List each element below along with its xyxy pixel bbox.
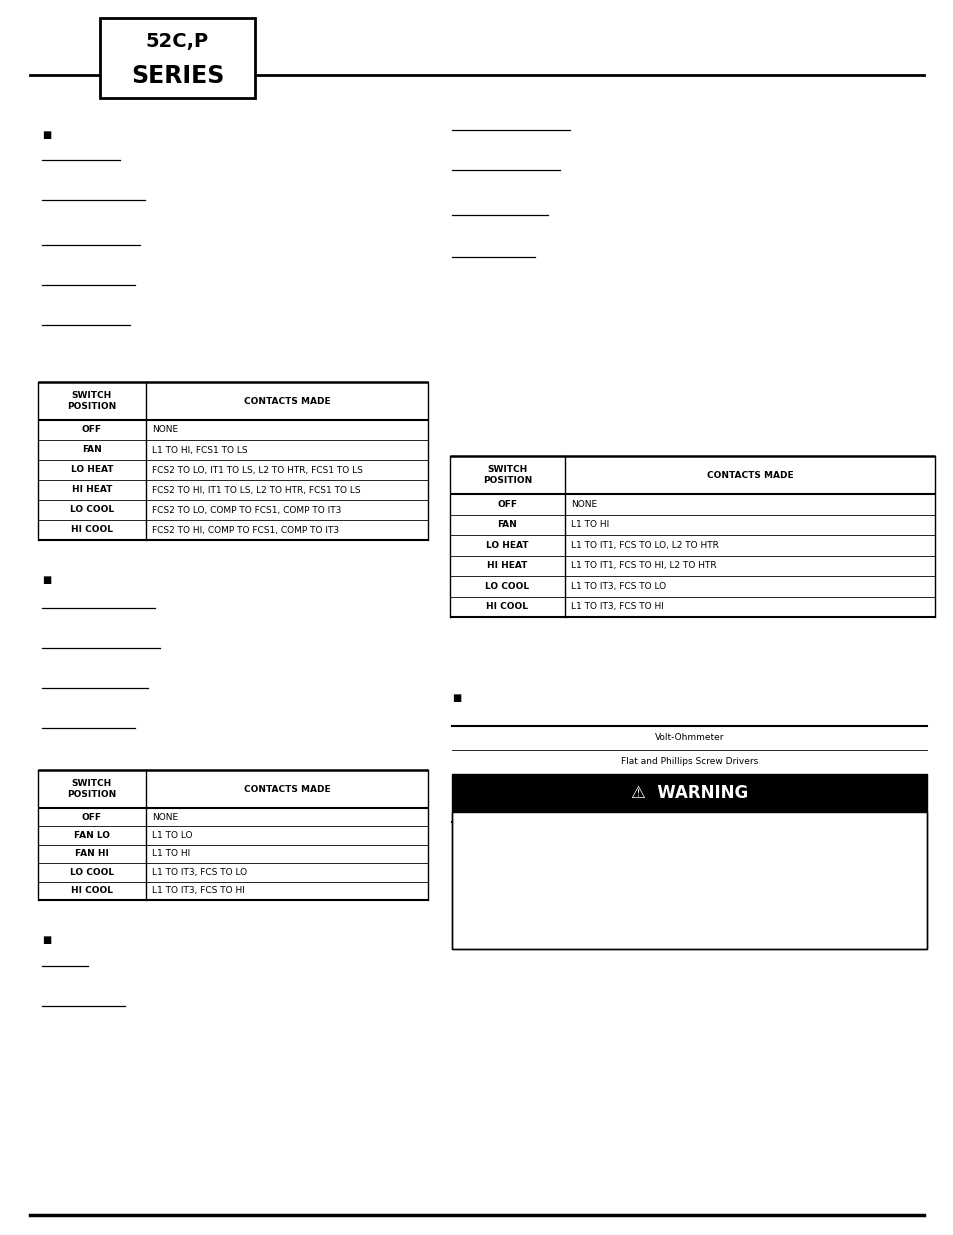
- Text: LO COOL: LO COOL: [70, 868, 114, 877]
- Text: FAN HI: FAN HI: [75, 850, 109, 858]
- Text: FCS2 TO LO, COMP TO FCS1, COMP TO IT3: FCS2 TO LO, COMP TO FCS1, COMP TO IT3: [152, 505, 341, 515]
- Text: CONTACTS MADE: CONTACTS MADE: [706, 471, 793, 479]
- Text: HI HEAT: HI HEAT: [487, 561, 527, 571]
- Text: L1 TO IT3, FCS TO HI: L1 TO IT3, FCS TO HI: [571, 603, 663, 611]
- Text: FAN: FAN: [82, 446, 102, 454]
- Bar: [452, 811, 926, 948]
- Text: L1 TO IT3, FCS TO LO: L1 TO IT3, FCS TO LO: [152, 868, 247, 877]
- Text: FCS2 TO HI, COMP TO FCS1, COMP TO IT3: FCS2 TO HI, COMP TO FCS1, COMP TO IT3: [152, 526, 338, 535]
- Text: HI COOL: HI COOL: [71, 887, 112, 895]
- Text: OFF: OFF: [497, 500, 517, 509]
- Text: SWITCH
POSITION: SWITCH POSITION: [68, 391, 116, 411]
- Text: Flat and Phillips Screw Drivers: Flat and Phillips Screw Drivers: [620, 757, 758, 767]
- Bar: [452, 774, 926, 948]
- Bar: [100, 19, 254, 98]
- Text: ⚠  WARNING: ⚠ WARNING: [630, 784, 747, 802]
- Text: 5/16-in. Nut Driver: 5/16-in. Nut Driver: [646, 782, 731, 790]
- Text: Volt-Ohmmeter: Volt-Ohmmeter: [654, 734, 723, 742]
- Text: ■: ■: [42, 576, 51, 585]
- Text: CONTACTS MADE: CONTACTS MADE: [243, 396, 330, 405]
- Text: CONTACTS MADE: CONTACTS MADE: [243, 784, 330, 794]
- Text: L1 TO HI, FCS1 TO LS: L1 TO HI, FCS1 TO LS: [152, 446, 248, 454]
- Text: L1 TO IT1, FCS TO HI, L2 TO HTR: L1 TO IT1, FCS TO HI, L2 TO HTR: [571, 561, 716, 571]
- Text: HI COOL: HI COOL: [71, 526, 112, 535]
- Text: FAN: FAN: [497, 520, 517, 530]
- Text: LO COOL: LO COOL: [70, 505, 114, 515]
- Text: L1 TO IT1, FCS TO LO, L2 TO HTR: L1 TO IT1, FCS TO LO, L2 TO HTR: [571, 541, 719, 550]
- Bar: [452, 774, 926, 811]
- Text: FCS2 TO LO, IT1 TO LS, L2 TO HTR, FCS1 TO LS: FCS2 TO LO, IT1 TO LS, L2 TO HTR, FCS1 T…: [152, 466, 362, 474]
- Text: Side Cutting Pliers: Side Cutting Pliers: [647, 805, 731, 815]
- Text: ■: ■: [452, 693, 460, 703]
- Text: NONE: NONE: [152, 813, 178, 821]
- Text: OFF: OFF: [82, 426, 102, 435]
- Text: SWITCH
POSITION: SWITCH POSITION: [68, 779, 116, 799]
- Text: LO COOL: LO COOL: [485, 582, 529, 590]
- Text: SERIES: SERIES: [131, 63, 224, 88]
- Text: ■: ■: [42, 935, 51, 945]
- Text: L1 TO LO: L1 TO LO: [152, 831, 193, 840]
- Text: L1 TO HI: L1 TO HI: [152, 850, 190, 858]
- Text: NONE: NONE: [571, 500, 597, 509]
- Text: HI HEAT: HI HEAT: [71, 485, 112, 494]
- Text: LO HEAT: LO HEAT: [71, 466, 113, 474]
- Text: FAN LO: FAN LO: [74, 831, 110, 840]
- Text: OFF: OFF: [82, 813, 102, 821]
- Text: LO HEAT: LO HEAT: [486, 541, 528, 550]
- Text: ■: ■: [42, 130, 51, 140]
- Text: NONE: NONE: [152, 426, 178, 435]
- Text: L1 TO IT3, FCS TO HI: L1 TO IT3, FCS TO HI: [152, 887, 245, 895]
- Text: 52C,P: 52C,P: [146, 32, 209, 52]
- Text: FCS2 TO HI, IT1 TO LS, L2 TO HTR, FCS1 TO LS: FCS2 TO HI, IT1 TO LS, L2 TO HTR, FCS1 T…: [152, 485, 360, 494]
- Text: L1 TO HI: L1 TO HI: [571, 520, 609, 530]
- Text: HI COOL: HI COOL: [486, 603, 528, 611]
- Text: L1 TO IT3, FCS TO LO: L1 TO IT3, FCS TO LO: [571, 582, 665, 590]
- Text: SWITCH
POSITION: SWITCH POSITION: [482, 466, 532, 484]
